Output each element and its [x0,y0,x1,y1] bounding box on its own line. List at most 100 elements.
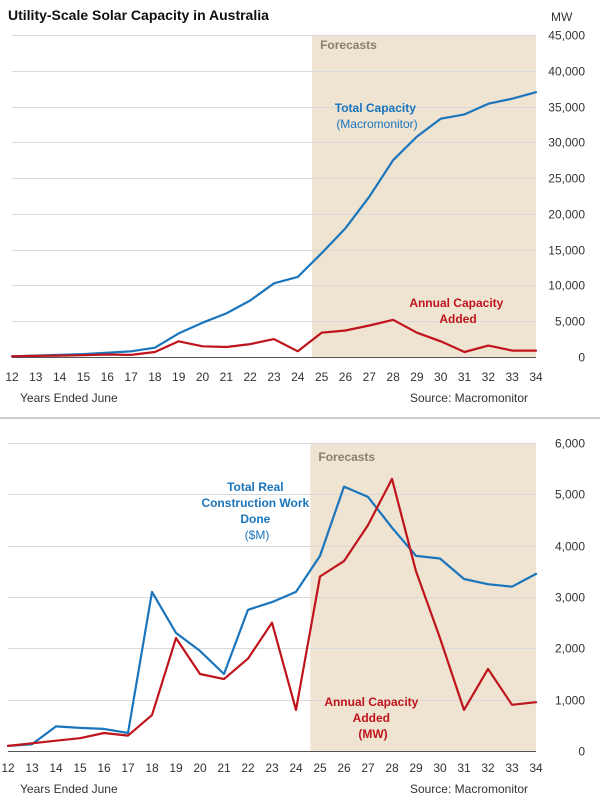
series-label-line: Total Real [227,480,283,494]
chart-construction: Forecasts 0 1,000 2,000 3,000 4,000 5,000 6,00… [1,437,585,797]
y-tick-label: 30,000 [548,136,585,150]
gridlines [8,443,536,701]
x-tick-label: 26 [339,370,353,384]
x-tick-label: 31 [457,761,471,775]
series-label-line: ($M) [245,528,270,542]
x-tick-label: 33 [505,761,519,775]
x-tick-label: 30 [433,761,447,775]
series-label-line: Construction Work [201,496,309,510]
x-tick-label: 25 [315,370,329,384]
y-tick-labels: 0 1,000 2,000 3,000 4,000 5,000 6,000 [555,437,585,759]
x-tick-label: 22 [244,370,258,384]
source-note: Source: Macromonitor [410,391,528,405]
x-tick-label: 31 [458,370,472,384]
y-tick-label: 5,000 [555,315,585,329]
y-tick-label: 20,000 [548,208,585,222]
x-tick-label: 17 [124,370,138,384]
x-tick-label: 17 [121,761,135,775]
series-label-line: Added [439,312,476,326]
y-tick-label: 15,000 [548,244,585,258]
x-tick-label: 28 [385,761,399,775]
x-tick-label: 16 [101,370,115,384]
x-tick-labels: 12 13 14 15 16 17 18 19 20 21 22 23 24 25 26 27 28 29 30 31… [1,761,543,775]
y-tick-labels: 0 5,000 10,000 15,000 20,000 25,000 30,000 35,0… [548,29,585,365]
series-line-total-capacity [10,91,538,358]
chart-title: Utility-Scale Solar Capacity in Australi… [8,7,269,23]
series-label-annual-capacity-added: Annual Capacity Added (MW) [324,695,421,741]
x-tick-label: 13 [25,761,39,775]
x-tick-label: 27 [363,370,377,384]
series-label-line: (Macromonitor) [336,117,417,131]
x-tick-label: 32 [481,761,495,775]
x-tick-label: 21 [220,370,234,384]
y-tick-label: 0 [578,351,585,365]
x-tick-label: 32 [482,370,496,384]
x-tick-label: 22 [241,761,255,775]
x-tick-label: 21 [217,761,231,775]
series-label-total-capacity: Total Capacity (Macromonitor) [335,101,419,131]
series-label-line: Total Capacity [335,101,416,115]
y-tick-label: 25,000 [548,172,585,186]
series-label-line: (MW) [358,727,387,741]
series-label-line: Done [240,512,270,526]
chart-capacity: Utility-Scale Solar Capacity in Australi… [5,7,585,405]
x-tick-label: 27 [361,761,375,775]
series-line-annual-capacity-added [10,318,538,358]
y-tick-label: 6,000 [555,437,585,451]
y-tick-label: 5,000 [555,488,585,502]
forecast-band [312,35,536,357]
x-tick-label: 26 [337,761,351,775]
x-tick-label: 14 [53,370,67,384]
x-tick-label: 12 [5,370,19,384]
x-tick-label: 24 [289,761,303,775]
y-tick-label: 40,000 [548,65,585,79]
series-label-annual-capacity-added: Annual Capacity Added [409,296,506,326]
x-tick-label: 20 [193,761,207,775]
series-label-line: Added [353,711,390,725]
x-tick-label: 19 [172,370,186,384]
x-tick-label: 23 [267,370,281,384]
series-label-line: Annual Capacity [324,695,418,709]
x-tick-label: 19 [169,761,183,775]
x-tick-label: 25 [313,761,327,775]
y-tick-label: 0 [578,745,585,759]
x-tick-label: 20 [196,370,210,384]
x-tick-label: 29 [410,370,424,384]
gridlines [12,35,536,322]
x-tick-labels: 12 13 14 15 16 17 18 19 20 21 22 23 24 25 26 27 28 29 30 31… [5,370,543,384]
x-tick-label: 15 [73,761,87,775]
forecast-label: Forecasts [320,38,377,52]
x-tick-label: 28 [386,370,400,384]
x-axis-label: Years Ended June [20,391,118,405]
y-tick-label: 10,000 [548,279,585,293]
forecast-label: Forecasts [318,450,375,464]
series-label-line: Annual Capacity [409,296,503,310]
x-tick-label: 24 [291,370,305,384]
x-tick-label: 14 [49,761,63,775]
x-tick-label: 34 [529,761,543,775]
x-tick-label: 15 [77,370,91,384]
x-tick-label: 23 [265,761,279,775]
x-tick-label: 30 [434,370,448,384]
x-tick-label: 18 [148,370,162,384]
x-tick-label: 16 [97,761,111,775]
x-tick-label: 12 [1,761,15,775]
y-tick-label: 2,000 [555,642,585,656]
x-tick-label: 18 [145,761,159,775]
y-tick-label: 45,000 [548,29,585,43]
source-note: Source: Macromonitor [410,782,528,796]
y-axis-unit-label: MW [551,10,573,24]
x-tick-label: 29 [409,761,423,775]
y-tick-label: 4,000 [555,540,585,554]
x-tick-label: 33 [506,370,520,384]
x-axis-label: Years Ended June [20,782,118,796]
y-tick-label: 35,000 [548,101,585,115]
series-label-total-construction-work: Total Real Construction Work Done ($M) [201,480,312,542]
series-line-total-construction-work [6,485,538,747]
x-tick-label: 13 [29,370,43,384]
y-tick-label: 3,000 [555,591,585,605]
x-tick-label: 34 [529,370,543,384]
y-tick-label: 1,000 [555,694,585,708]
series-line-annual-capacity-added [6,477,538,747]
